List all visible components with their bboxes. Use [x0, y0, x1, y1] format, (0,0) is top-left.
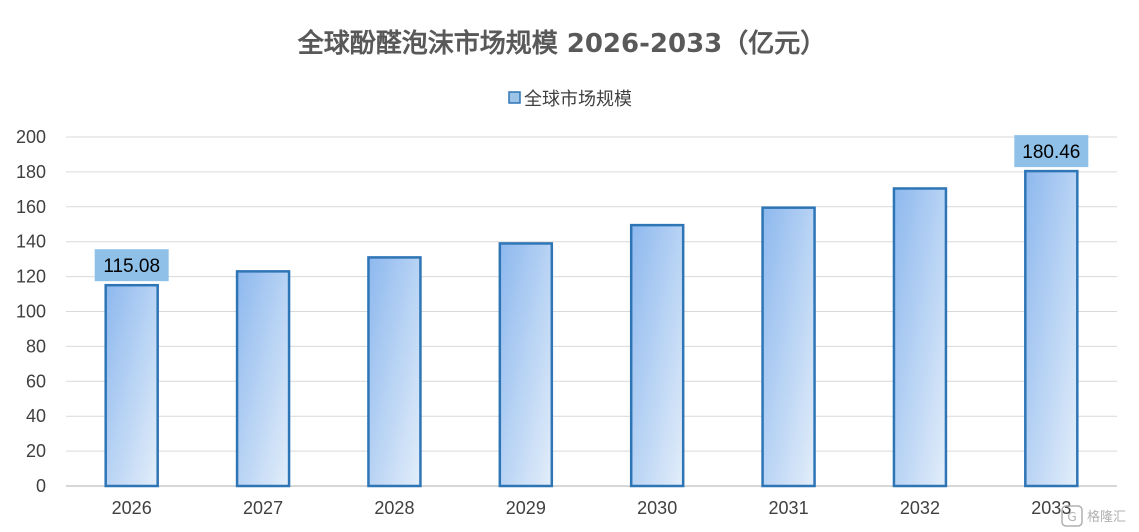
- y-tick-label: 100: [16, 302, 46, 322]
- legend: 全球市场规模: [508, 89, 632, 110]
- x-tick-label: 2031: [769, 498, 809, 518]
- x-tick-label: 2033: [1031, 498, 1071, 518]
- svg-text:G: G: [1067, 510, 1076, 524]
- x-tick-label: 2032: [900, 498, 940, 518]
- bar-2030: [629, 223, 685, 488]
- legend-swatch: [508, 91, 521, 104]
- data-label-box: [1014, 135, 1089, 168]
- data-label-text: 180.46: [1022, 142, 1080, 163]
- data-labels: 115.08 180.46: [94, 135, 1089, 282]
- y-axis-ticks: 0 20 40 60 80 100 120 140 160 180 200: [16, 127, 46, 496]
- bar-2027: [235, 270, 291, 488]
- y-tick-label: 20: [26, 441, 46, 461]
- y-tick-label: 60: [26, 371, 46, 391]
- bar-2026: [104, 283, 159, 488]
- y-tick-label: 160: [16, 197, 46, 217]
- data-label-text: 115.08: [103, 256, 160, 277]
- bar-2032: [892, 187, 948, 488]
- x-tick-label: 2026: [112, 498, 152, 518]
- x-axis-ticks: 2026 2027 2028 2029 2030 2031 2032 2033: [112, 498, 1072, 518]
- y-tick-label: 0: [36, 476, 46, 496]
- y-tick-label: 140: [16, 232, 46, 252]
- watermark-text: 格隆汇: [1087, 509, 1126, 525]
- y-tick-label: 200: [16, 127, 46, 147]
- y-tick-label: 40: [26, 406, 46, 426]
- watermark: G 格隆汇: [1061, 505, 1126, 527]
- bar-2028: [367, 256, 422, 488]
- y-tick-label: 120: [16, 267, 46, 287]
- bars: [104, 169, 1079, 488]
- bar-2031: [761, 206, 816, 488]
- chart-title: 全球酚醛泡沫市场规模 2026-2033（亿元）: [297, 28, 827, 59]
- bar-2033: [1024, 169, 1079, 488]
- data-label-box: [94, 249, 169, 282]
- x-tick-label: 2029: [506, 498, 546, 518]
- y-tick-label: 180: [16, 162, 46, 182]
- x-tick-label: 2028: [374, 498, 414, 518]
- data-label-2026: 115.08: [94, 249, 169, 282]
- gelonghui-logo-icon: G: [1061, 505, 1083, 527]
- legend-label: 全球市场规模: [524, 89, 632, 110]
- gridlines: [66, 136, 1117, 487]
- bar-2029: [498, 242, 554, 488]
- y-tick-label: 80: [26, 336, 46, 356]
- x-tick-label: 2027: [243, 498, 283, 518]
- x-tick-label: 2030: [637, 498, 677, 518]
- data-label-2033: 180.46: [1014, 135, 1089, 168]
